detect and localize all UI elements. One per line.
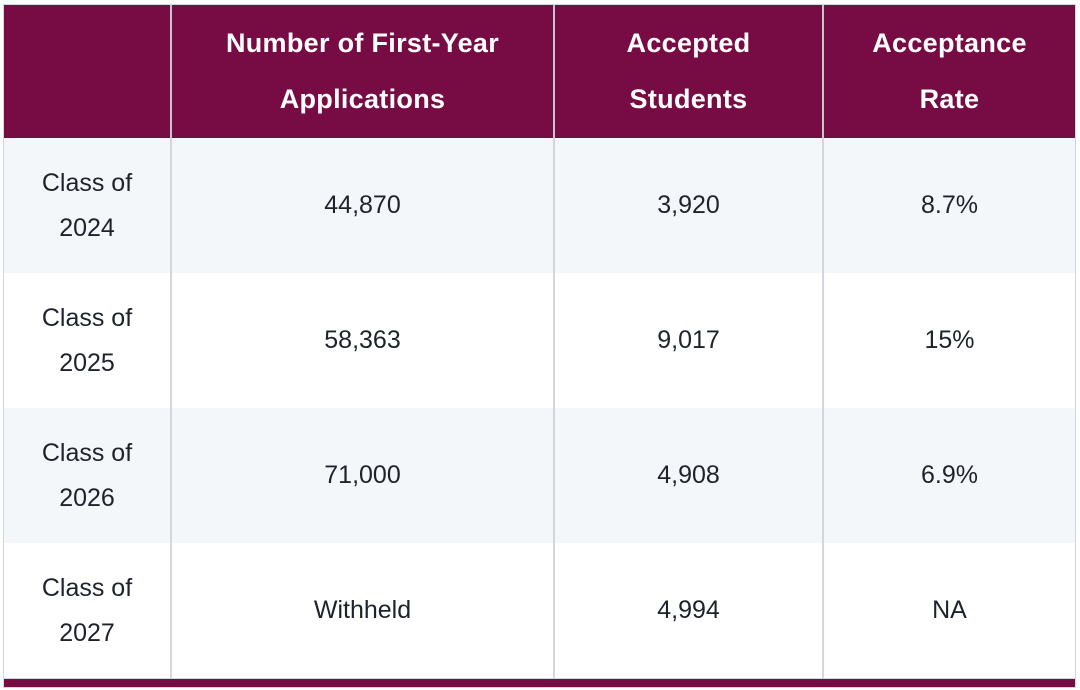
applications-cell: 71,000 bbox=[170, 408, 553, 543]
table-header-row: Number of First-Year Applications Accept… bbox=[4, 5, 1075, 138]
header-cell-accepted-students: Accepted Students bbox=[553, 5, 822, 138]
rate-cell: 6.9% bbox=[822, 408, 1075, 543]
table-bottom-border bbox=[4, 678, 1075, 687]
table-row: Class of 2026 71,000 4,908 6.9% bbox=[4, 408, 1075, 543]
table-row: Class of 2027 Withheld 4,994 NA bbox=[4, 543, 1075, 678]
header-cell-first-year-applications: Number of First-Year Applications bbox=[170, 5, 553, 138]
applications-cell: 44,870 bbox=[170, 138, 553, 273]
header-cell-acceptance-rate: Acceptance Rate bbox=[822, 5, 1075, 138]
accepted-cell: 9,017 bbox=[553, 273, 822, 408]
rate-cell: NA bbox=[822, 543, 1075, 678]
table-row: Class of 2025 58,363 9,017 15% bbox=[4, 273, 1075, 408]
row-label-cell: Class of 2026 bbox=[4, 408, 170, 543]
row-label-cell: Class of 2027 bbox=[4, 543, 170, 678]
accepted-cell: 4,908 bbox=[553, 408, 822, 543]
admissions-table: Number of First-Year Applications Accept… bbox=[3, 4, 1076, 688]
rate-cell: 8.7% bbox=[822, 138, 1075, 273]
row-label-cell: Class of 2025 bbox=[4, 273, 170, 408]
accepted-cell: 4,994 bbox=[553, 543, 822, 678]
table-row: Class of 2024 44,870 3,920 8.7% bbox=[4, 138, 1075, 273]
applications-cell: 58,363 bbox=[170, 273, 553, 408]
rate-cell: 15% bbox=[822, 273, 1075, 408]
accepted-cell: 3,920 bbox=[553, 138, 822, 273]
header-cell-empty bbox=[4, 5, 170, 138]
row-label-cell: Class of 2024 bbox=[4, 138, 170, 273]
applications-cell: Withheld bbox=[170, 543, 553, 678]
